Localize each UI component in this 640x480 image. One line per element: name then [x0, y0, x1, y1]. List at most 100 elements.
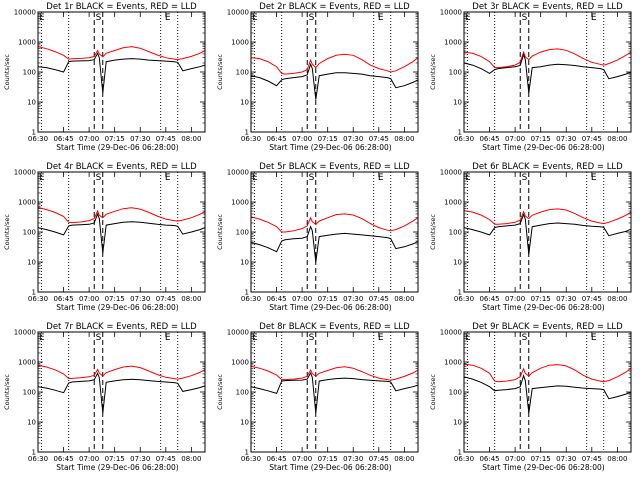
x-tick-label: 06:30: [28, 135, 48, 143]
x-tick-label: 07:45: [582, 295, 602, 303]
marker-label: E: [591, 13, 597, 23]
y-tick-label: 10: [27, 259, 36, 267]
x-tick-label: 08:00: [607, 295, 627, 303]
x-tick-label: 07:30: [556, 295, 576, 303]
y-tick-label: 10: [240, 259, 249, 267]
x-tick-label: 07:00: [79, 135, 99, 143]
plot-frame: [250, 171, 419, 293]
y-tick-label: 1000: [444, 199, 462, 207]
y-tick-label: 100: [236, 69, 249, 77]
marker-label: E: [252, 13, 258, 23]
lld-series-line: [463, 363, 632, 383]
events-series-line: [37, 372, 206, 414]
panel-chart-svg: Det 7r BLACK = Events, RED = LLD 1 10 100 10…: [3, 322, 206, 472]
x-tick-label: 08:00: [181, 295, 201, 303]
lld-series-line: [463, 208, 632, 225]
x-tick-label: 06:30: [454, 135, 474, 143]
events-series-line: [463, 374, 632, 414]
panel-title: Det 2r BLACK = Events, RED = LLD: [259, 2, 410, 12]
y-tick-label: 10000: [227, 9, 249, 17]
detector-panel: Det 6r BLACK = Events, RED = LLD 1 10 100 10…: [426, 160, 639, 320]
events-series-line: [250, 371, 419, 414]
plot-frame: [250, 331, 419, 453]
lld-series-line: [250, 53, 419, 75]
x-tick-label: 07:00: [79, 455, 99, 463]
detector-panel: Det 1r BLACK = Events, RED = LLD 1 10 100 10…: [0, 0, 213, 160]
x-tick-label: 07:30: [556, 455, 576, 463]
y-tick-label: 10: [27, 99, 36, 107]
y-tick-label: 100: [449, 389, 462, 397]
marker-label: E: [378, 13, 384, 23]
y-tick-label: 100: [449, 69, 462, 77]
x-tick-label: 07:45: [369, 295, 389, 303]
x-tick-label: 06:30: [28, 295, 48, 303]
marker-label: E: [465, 173, 471, 183]
x-tick-label: 07:00: [79, 295, 99, 303]
panel-chart-svg: Det 1r BLACK = Events, RED = LLD 1 10 100 10…: [3, 2, 206, 152]
y-tick-label: 100: [23, 69, 36, 77]
x-tick-label: 07:45: [156, 135, 176, 143]
detector-panel: Det 9r BLACK = Events, RED = LLD 1 10 100 10…: [426, 320, 639, 480]
marker-label: E: [378, 333, 384, 343]
marker-label: S: [522, 333, 528, 343]
marker-label: E: [591, 173, 597, 183]
x-tick-label: 07:00: [505, 295, 525, 303]
panel-chart-svg: Det 9r BLACK = Events, RED = LLD 1 10 100 10…: [429, 322, 632, 472]
x-axis-label: Start Time (29-Dec-06 06:28:00): [482, 463, 604, 472]
x-tick-label: 07:30: [343, 295, 363, 303]
x-tick-label: 08:00: [607, 135, 627, 143]
y-axis-label: Counts/sec: [429, 374, 437, 410]
y-tick-label: 1: [458, 129, 462, 137]
panel-title: Det 4r BLACK = Events, RED = LLD: [46, 162, 197, 172]
panel-title: Det 3r BLACK = Events, RED = LLD: [472, 2, 623, 12]
x-tick-label: 06:45: [479, 295, 499, 303]
x-tick-label: 07:15: [531, 295, 551, 303]
y-tick-label: 10: [240, 99, 249, 107]
y-tick-label: 1000: [18, 199, 36, 207]
marker-label: E: [165, 333, 171, 343]
y-tick-label: 100: [449, 229, 462, 237]
x-axis-label: Start Time (29-Dec-06 06:28:00): [56, 143, 178, 152]
marker-label: E: [165, 13, 171, 23]
y-tick-label: 1: [32, 289, 36, 297]
detector-panel: Det 7r BLACK = Events, RED = LLD 1 10 100 10…: [0, 320, 213, 480]
lld-series-line: [37, 46, 206, 61]
y-tick-label: 1000: [444, 39, 462, 47]
y-tick-label: 10000: [227, 169, 249, 177]
x-tick-label: 07:30: [130, 135, 150, 143]
y-tick-label: 1: [245, 129, 249, 137]
x-tick-label: 07:45: [369, 135, 389, 143]
y-axis-label: Counts/sec: [3, 54, 11, 90]
y-tick-label: 1: [32, 129, 36, 137]
panel-chart-svg: Det 3r BLACK = Events, RED = LLD 1 10 100 10…: [429, 2, 632, 152]
x-tick-label: 07:15: [105, 455, 125, 463]
y-tick-label: 100: [236, 229, 249, 237]
detector-panel: Det 2r BLACK = Events, RED = LLD 1 10 100 10…: [213, 0, 426, 160]
y-tick-label: 10000: [14, 329, 36, 337]
y-axis-label: Counts/sec: [429, 214, 437, 250]
y-tick-label: 1: [458, 289, 462, 297]
x-tick-label: 06:45: [53, 455, 73, 463]
y-tick-label: 1000: [18, 359, 36, 367]
x-tick-label: 06:45: [266, 135, 286, 143]
x-tick-label: 06:45: [479, 135, 499, 143]
y-tick-label: 1000: [444, 359, 462, 367]
plot-frame: [463, 11, 632, 133]
x-tick-label: 07:45: [582, 455, 602, 463]
marker-label: E: [465, 13, 471, 23]
x-tick-label: 07:45: [582, 135, 602, 143]
y-tick-label: 10000: [440, 9, 462, 17]
events-series-line: [37, 52, 206, 94]
x-tick-label: 06:45: [266, 295, 286, 303]
y-axis-label: Counts/sec: [3, 374, 11, 410]
y-tick-label: 100: [23, 229, 36, 237]
lld-series-line: [463, 48, 632, 69]
marker-label: E: [39, 333, 45, 343]
x-axis-label: Start Time (29-Dec-06 06:28:00): [269, 303, 391, 312]
x-tick-label: 07:15: [318, 295, 338, 303]
y-tick-label: 10000: [14, 169, 36, 177]
marker-label: E: [378, 173, 384, 183]
x-tick-label: 07:00: [292, 295, 312, 303]
y-tick-label: 10: [240, 419, 249, 427]
